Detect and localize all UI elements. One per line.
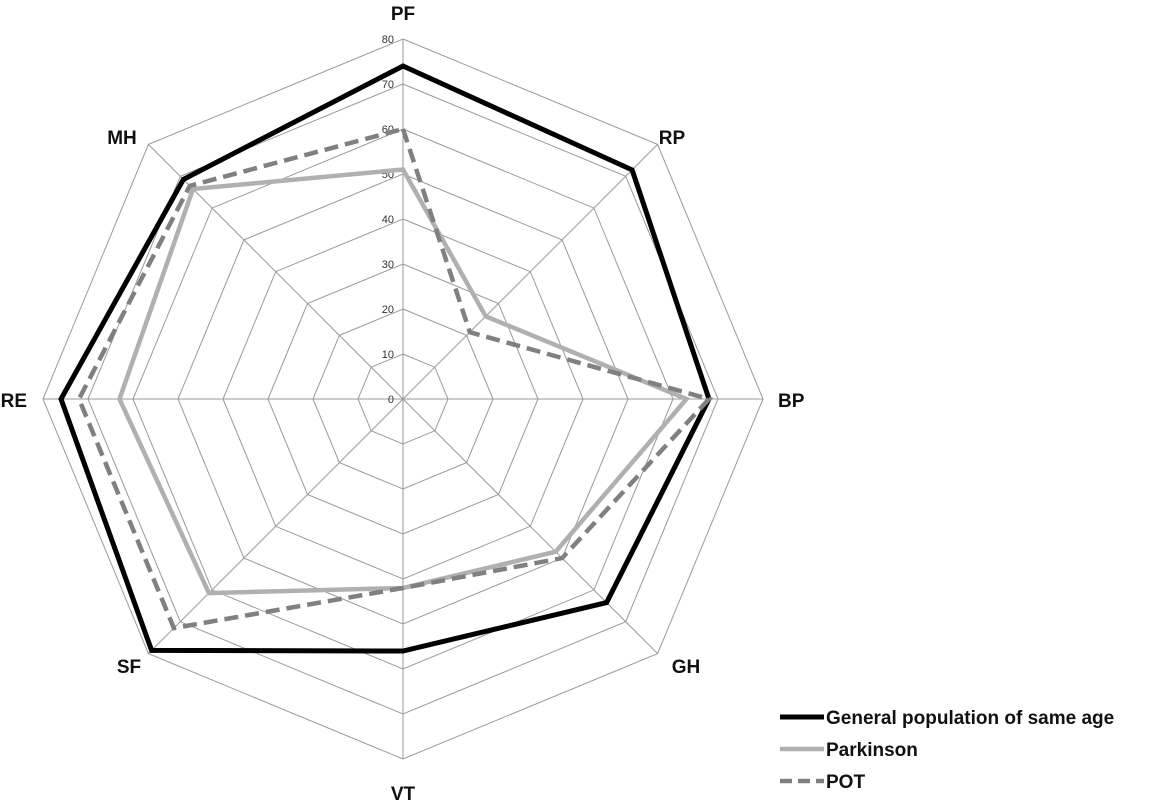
tick-label-10: 10 (382, 349, 394, 361)
axis-label-pf: PF (391, 4, 415, 25)
axis-label-bp: BP (778, 391, 805, 412)
spoke-rp (402, 144, 658, 400)
legend-label-3: POT (826, 772, 865, 793)
series-line-1 (58, 63, 712, 654)
tick-label-80: 80 (382, 34, 394, 46)
tick-label-40: 40 (382, 214, 394, 226)
axis-label-re: RE (1, 391, 27, 412)
axis-labels: PF RP BP GH VT SF RE MH (1, 4, 805, 803)
axis-label-rp: RP (659, 128, 686, 149)
spoke-gh (402, 398, 658, 654)
legend: General population of same age Parkinson P… (780, 708, 1114, 793)
tick-label-20: 20 (382, 304, 394, 316)
legend-label-2: Parkinson (826, 740, 918, 761)
tick-label-0: 0 (388, 394, 394, 406)
axis-label-gh: GH (672, 657, 701, 678)
tick-label-70: 70 (382, 79, 394, 91)
tick-label-30: 30 (382, 259, 394, 271)
axis-label-sf: SF (117, 657, 141, 678)
axis-label-vt: VT (391, 784, 416, 803)
legend-label-1: General population of same age (826, 708, 1114, 729)
spoke-sf (148, 398, 404, 654)
series-lines (58, 63, 714, 654)
series-line-3 (76, 126, 714, 631)
radar-spokes (43, 39, 763, 759)
axis-label-mh: MH (107, 128, 137, 149)
